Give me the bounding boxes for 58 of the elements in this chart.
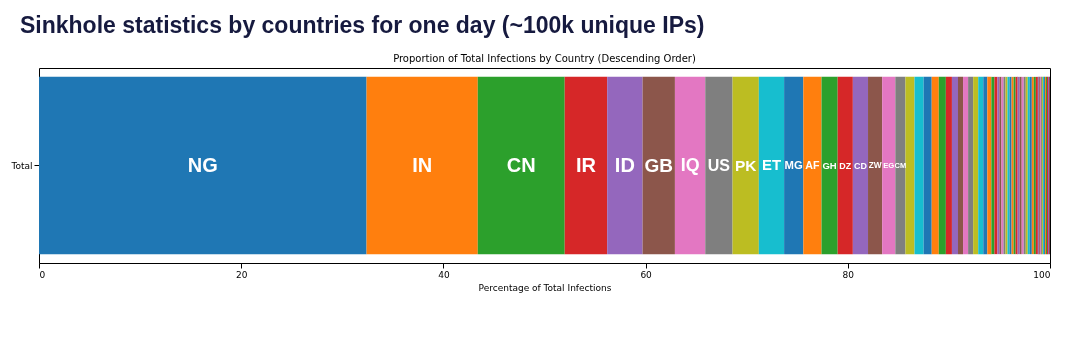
series-label: IN <box>412 153 433 176</box>
bar <box>868 76 883 255</box>
bar <box>938 76 946 255</box>
series-label: CN <box>506 153 536 176</box>
x-tick-label: 60 <box>640 269 653 280</box>
series-label: ET <box>761 156 781 173</box>
y-tick-label: Total <box>10 160 33 171</box>
x-tick-label: 40 <box>438 269 450 280</box>
bar <box>852 76 869 255</box>
bar <box>895 76 906 255</box>
x-tick-label: 0 <box>39 269 46 280</box>
x-tick-label: 100 <box>1033 269 1051 280</box>
bar <box>958 76 964 255</box>
bar <box>978 76 984 255</box>
bar <box>905 76 915 255</box>
series-label: ID <box>614 153 635 176</box>
bar <box>963 76 969 255</box>
bar <box>987 76 992 255</box>
chart-title: Sinkhole statistics by countries for one day (~100k unique IPs) <box>19 11 706 40</box>
bar <box>821 76 838 255</box>
bar <box>923 76 932 255</box>
series-label: NG <box>187 153 218 176</box>
bar <box>983 76 988 255</box>
bar <box>758 76 785 255</box>
bar <box>945 76 952 255</box>
series-label: ZW <box>868 159 882 170</box>
series-label: CD <box>854 160 868 171</box>
series-label: IQ <box>680 154 700 175</box>
series-label: GB <box>644 154 674 176</box>
bar <box>39 76 367 255</box>
bar <box>705 76 733 255</box>
bar <box>732 76 759 255</box>
bar <box>674 76 706 255</box>
bar <box>914 76 924 255</box>
bar <box>784 76 804 255</box>
bar <box>607 76 643 255</box>
series-label: MG <box>784 158 804 171</box>
bar <box>931 76 939 255</box>
series-label: AF <box>805 158 821 171</box>
bar <box>951 76 958 255</box>
bar <box>642 76 675 255</box>
bar <box>564 76 608 255</box>
bar <box>973 76 979 255</box>
x-tick-label: 80 <box>842 269 855 280</box>
series-label: PK <box>734 156 758 174</box>
bar <box>882 76 896 255</box>
bar <box>837 76 853 255</box>
series-label: GH <box>822 159 837 171</box>
bar <box>366 76 478 255</box>
chart-subtitle: Proportion of Total Infections by Country (Descending Order) <box>393 53 696 64</box>
x-tick-label: 20 <box>235 269 248 280</box>
series-label: IR <box>575 153 597 176</box>
series-label: DZ <box>839 160 852 171</box>
bar <box>968 76 974 255</box>
bar <box>803 76 822 255</box>
bar <box>477 76 565 255</box>
x-axis-title: Percentage of Total Infections <box>478 282 612 293</box>
series-label: US <box>707 155 731 174</box>
